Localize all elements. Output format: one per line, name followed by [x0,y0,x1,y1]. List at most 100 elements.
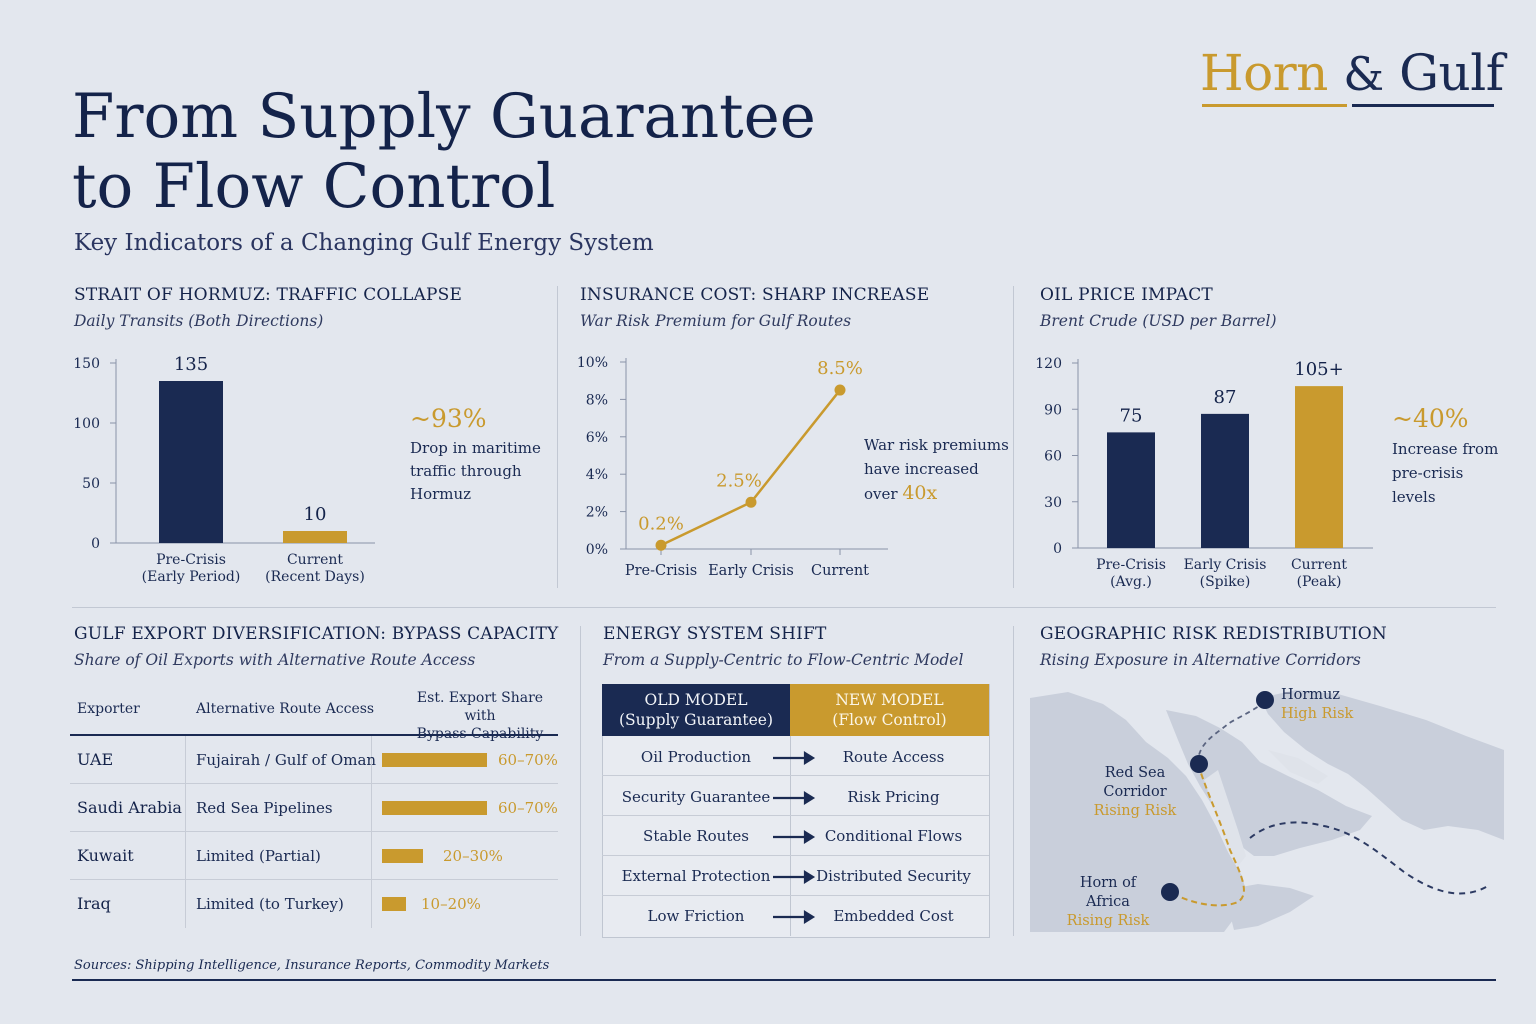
insurance-y-tick-label: 10% [577,355,608,371]
old-model-header-line2: (Supply Guarantee) [619,711,773,729]
arrow-right-icon [773,830,816,844]
table-column-line [185,736,186,928]
page-subtitle: Key Indicators of a Changing Gulf Energy… [74,230,654,256]
shift-title: ENERGY SYSTEM SHIFT [603,624,827,644]
new-model-item: Route Access [842,748,945,766]
hormuz-y-tick-label: 150 [73,356,100,372]
geo-subtitle: Rising Exposure in Alternative Corridors [1040,651,1361,669]
insurance-callout-line: over 40x [864,481,1009,506]
hormuz-callout-line: Drop in maritime [410,439,541,457]
hormuz-callout-line: Hormuz [410,485,472,503]
oil-x-tick-label: Current [1291,557,1347,573]
insurance-point [745,496,757,508]
share-value: 20–30% [443,847,503,865]
arrow-right-icon [773,870,816,884]
old-model-item: External Protection [621,867,771,885]
column-header-route: Alternative Route Access [196,701,375,717]
table-row-route: Limited (Partial) [196,847,321,865]
oil-y-tick-label: 120 [1035,356,1062,372]
table-row-divider [70,831,558,832]
insurance-y-tick-label: 2% [586,505,608,521]
new-model-header-line2: (Flow Control) [832,711,947,729]
red-sea-marker-icon [1190,755,1208,773]
table-header-rule [70,734,558,736]
hormuz-title: STRAIT OF HORMUZ: TRAFFIC COLLAPSE [74,285,463,305]
oil-bar [1201,413,1249,548]
oil-x-tick-label: Early Crisis [1184,557,1267,573]
route-redsea-horn [1177,763,1245,907]
oil-y-tick-label: 90 [1044,402,1062,418]
map-seas [1204,750,1328,866]
model-row-divider [602,895,989,896]
insurance-point [655,539,667,551]
divider [1013,626,1014,936]
share-value: 60–70% [498,751,558,769]
arrow-right-icon [773,751,816,765]
oil-callout-text: Increase from pre-crisis levels [1392,437,1498,509]
map-label-red-sea-name: Red Sea Corridor [1103,765,1167,800]
share-bar [382,753,487,767]
insurance-x-tick-label: Pre-Crisis [625,563,697,579]
new-model-header-line1: NEW MODEL [835,691,944,709]
insurance-data-label: 0.2% [638,513,684,534]
oil-bar [1107,432,1155,548]
old-model-item: Low Friction [647,907,745,925]
map-label-red-sea-risk: Rising Risk [1093,803,1177,819]
diversification-title: GULF EXPORT DIVERSIFICATION: BYPASS CAPA… [74,624,559,644]
old-model-item: Stable Routes [643,827,749,845]
hormuz-subtitle: Daily Transits (Both Directions) [74,312,324,330]
old-model-header-line1: OLD MODEL [644,691,748,709]
oil-x-tick-label: (Avg.) [1110,574,1152,590]
table-row-exporter: Iraq [77,894,111,913]
brand-gulf: Gulf [1399,44,1504,102]
table-row-divider [70,879,558,880]
model-row-divider [602,855,989,856]
hormuz-x-tick-label: (Recent Days) [265,569,365,585]
oil-callout-value: ~40% [1392,404,1469,433]
share-value: 10–20% [421,895,481,913]
shift-subtitle: From a Supply-Centric to Flow-Centric Mo… [603,651,964,669]
brand-ampersand: & [1343,47,1384,101]
oil-data-label: 75 [1120,405,1143,426]
map-label-horn: Horn of Africa Rising Risk [1060,874,1156,931]
map-label-red-sea: Red Sea Corridor Rising Risk [1080,764,1190,821]
page-title: From Supply Guarantee to Flow Control [72,82,816,222]
old-model-item: Oil Production [640,748,752,766]
new-model-header: NEW MODEL (Flow Control) [790,684,989,736]
brand-underline-navy [1352,104,1494,107]
insurance-x-tick-label: Early Crisis [708,563,794,579]
divider [580,626,581,936]
hormuz-x-tick-label: Current [287,552,343,568]
oil-callout-line: pre-crisis [1392,464,1464,482]
insurance-y-tick-label: 4% [586,467,608,483]
new-model-item: Conditional Flows [824,827,963,845]
insurance-callout-prefix: over [864,485,898,503]
share-bar [382,849,423,863]
column-header-exporter: Exporter [77,701,140,717]
table-row-exporter: UAE [77,750,114,769]
sources-note: Sources: Shipping Intelligence, Insuranc… [74,958,550,973]
oil-y-tick-label: 0 [1053,541,1062,557]
hormuz-bar [283,531,347,543]
page-title-line2: to Flow Control [72,151,556,222]
brand-horn: Horn [1200,44,1328,102]
oil-title: OIL PRICE IMPACT [1040,285,1213,305]
risk-map [1030,690,1504,932]
oil-bar [1295,386,1343,548]
table-row-divider [70,783,558,784]
table-row-route: Red Sea Pipelines [196,799,333,817]
hormuz-bar-chart: 0 50 100 150 135 Pre-Crisis(Early Period) 10 Cu… [73,354,375,585]
oil-y-tick-label: 60 [1044,449,1062,465]
insurance-y-tick-label: 0% [586,542,608,558]
route-hormuz-redsea [1197,701,1266,761]
oil-subtitle: Brent Crude (USD per Barrel) [1040,312,1277,330]
new-model-item: Embedded Cost [833,907,954,925]
map-label-horn-risk: Rising Risk [1066,913,1150,929]
insurance-title: INSURANCE COST: SHARP INCREASE [580,285,930,305]
map-label-hormuz-risk: High Risk [1281,706,1354,722]
model-arrows [773,751,816,924]
divider [1013,286,1014,588]
old-model-header: OLD MODEL (Supply Guarantee) [602,684,790,736]
map-label-hormuz-name: Hormuz [1281,687,1341,703]
arrow-right-icon [773,910,816,924]
